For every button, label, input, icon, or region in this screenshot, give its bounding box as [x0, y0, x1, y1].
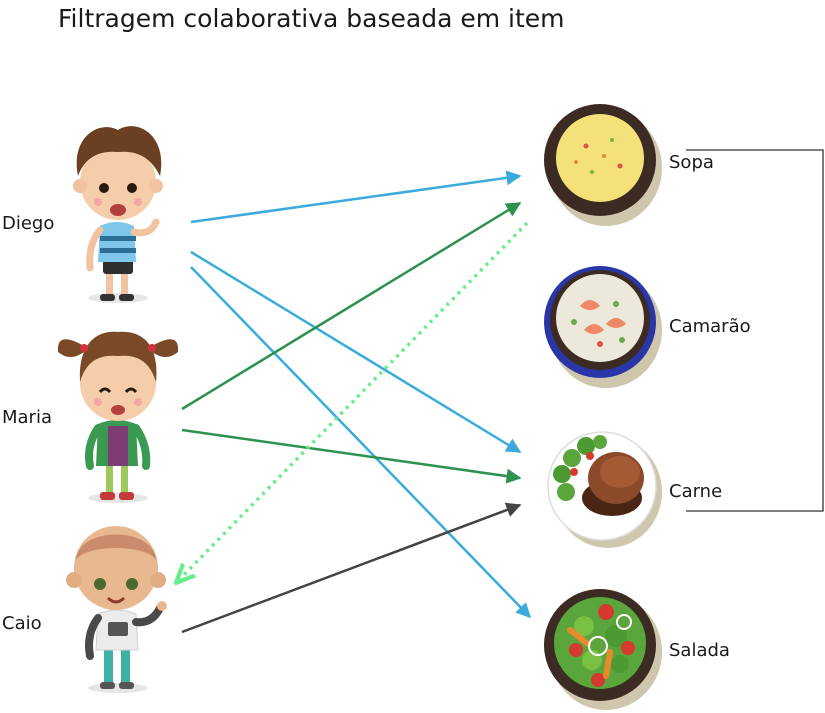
kid-caio-figure	[66, 526, 167, 693]
arrow-maria-sopa	[181, 201, 522, 411]
arrow-diego-carne	[190, 250, 522, 454]
kid-maria-figure	[57, 331, 179, 503]
arrow-diego-sopa	[190, 170, 522, 224]
diagram-title: Filtragem colaborativa baseada em item	[58, 4, 565, 33]
dish-carne-image	[547, 431, 662, 548]
dish-salada-image	[544, 589, 662, 710]
user-label-caio: Caio	[2, 613, 42, 634]
item-label-carne: Carne	[669, 481, 723, 502]
item-label-camarao: Camarão	[669, 316, 751, 337]
kid-diego-figure	[73, 126, 163, 303]
similarity-bracket	[686, 149, 824, 512]
arrow-caio-carne	[181, 502, 522, 634]
arrow-maria-carne	[181, 428, 522, 484]
item-label-salada: Salada	[669, 640, 730, 661]
dish-sopa-image	[544, 104, 662, 226]
user-label-maria: Maria	[2, 407, 52, 428]
arrow-layer	[176, 170, 532, 634]
arrow-diego-salada	[190, 266, 532, 619]
user-label-diego: Diego	[2, 213, 55, 234]
dish-camarao-image	[544, 266, 662, 388]
item-label-sopa: Sopa	[669, 152, 714, 173]
arrow-recommendation-sopa-caio	[176, 221, 529, 583]
